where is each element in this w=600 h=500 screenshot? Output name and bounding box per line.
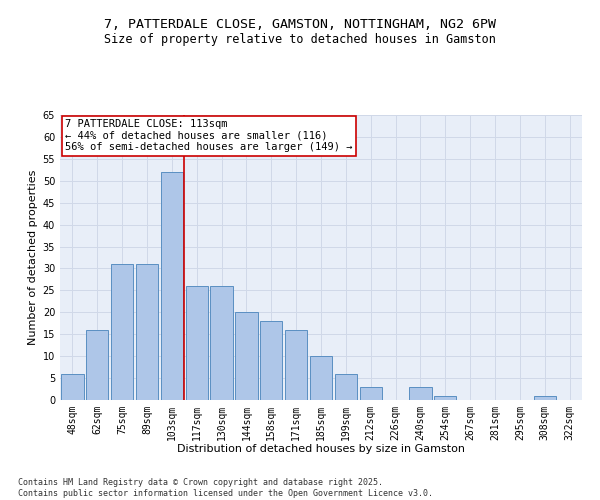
Bar xyxy=(285,330,307,400)
Bar xyxy=(61,374,83,400)
Text: Size of property relative to detached houses in Gamston: Size of property relative to detached ho… xyxy=(104,32,496,46)
Bar xyxy=(310,356,332,400)
Bar xyxy=(260,321,283,400)
Bar xyxy=(161,172,183,400)
Text: 7 PATTERDALE CLOSE: 113sqm
← 44% of detached houses are smaller (116)
56% of sem: 7 PATTERDALE CLOSE: 113sqm ← 44% of deta… xyxy=(65,120,353,152)
X-axis label: Distribution of detached houses by size in Gamston: Distribution of detached houses by size … xyxy=(177,444,465,454)
Bar xyxy=(211,286,233,400)
Y-axis label: Number of detached properties: Number of detached properties xyxy=(28,170,38,345)
Bar xyxy=(136,264,158,400)
Bar xyxy=(185,286,208,400)
Bar xyxy=(335,374,357,400)
Bar xyxy=(359,387,382,400)
Bar xyxy=(235,312,257,400)
Text: Contains HM Land Registry data © Crown copyright and database right 2025.
Contai: Contains HM Land Registry data © Crown c… xyxy=(18,478,433,498)
Bar xyxy=(111,264,133,400)
Bar xyxy=(86,330,109,400)
Bar xyxy=(533,396,556,400)
Bar xyxy=(434,396,457,400)
Bar xyxy=(409,387,431,400)
Text: 7, PATTERDALE CLOSE, GAMSTON, NOTTINGHAM, NG2 6PW: 7, PATTERDALE CLOSE, GAMSTON, NOTTINGHAM… xyxy=(104,18,496,30)
